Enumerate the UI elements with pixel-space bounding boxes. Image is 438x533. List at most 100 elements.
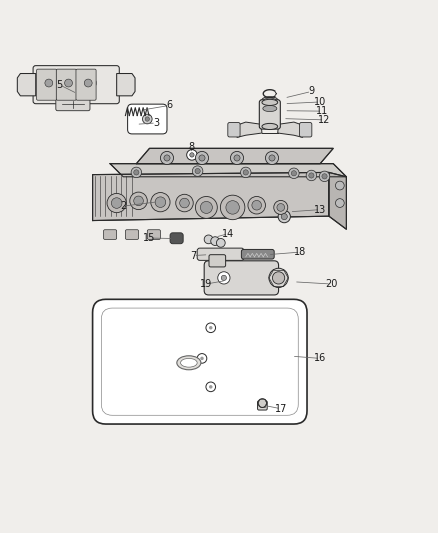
Circle shape — [195, 151, 208, 165]
Polygon shape — [136, 148, 332, 164]
Circle shape — [335, 181, 343, 190]
Circle shape — [204, 235, 212, 244]
Circle shape — [308, 173, 313, 178]
Ellipse shape — [261, 124, 277, 130]
Text: 10: 10 — [313, 97, 325, 107]
FancyBboxPatch shape — [125, 230, 138, 239]
Text: 20: 20 — [324, 279, 336, 289]
Circle shape — [318, 171, 329, 182]
FancyBboxPatch shape — [208, 255, 225, 267]
Text: 19: 19 — [200, 279, 212, 289]
FancyBboxPatch shape — [204, 261, 278, 295]
Circle shape — [221, 275, 226, 280]
Circle shape — [200, 357, 203, 360]
Circle shape — [251, 200, 261, 210]
FancyBboxPatch shape — [33, 66, 119, 104]
Text: 6: 6 — [166, 100, 172, 110]
FancyBboxPatch shape — [170, 233, 183, 244]
Circle shape — [130, 192, 147, 209]
Text: 13: 13 — [313, 205, 325, 215]
Circle shape — [208, 385, 212, 389]
Ellipse shape — [261, 99, 277, 106]
Circle shape — [145, 117, 149, 121]
Text: 2: 2 — [120, 201, 126, 211]
FancyBboxPatch shape — [259, 100, 280, 129]
Polygon shape — [277, 122, 302, 138]
Circle shape — [134, 170, 139, 175]
Circle shape — [131, 167, 141, 177]
Circle shape — [197, 353, 206, 363]
Circle shape — [210, 237, 219, 246]
Circle shape — [230, 151, 243, 165]
Circle shape — [226, 201, 239, 214]
Circle shape — [273, 200, 287, 214]
Circle shape — [155, 197, 165, 207]
Polygon shape — [17, 74, 35, 96]
Circle shape — [205, 323, 215, 333]
Circle shape — [195, 197, 217, 219]
Circle shape — [64, 79, 72, 87]
Circle shape — [321, 174, 326, 179]
Text: 18: 18 — [293, 247, 306, 257]
Circle shape — [281, 214, 287, 220]
Circle shape — [60, 75, 76, 91]
Ellipse shape — [260, 104, 279, 113]
Circle shape — [186, 150, 197, 160]
Circle shape — [265, 151, 278, 165]
Polygon shape — [117, 74, 135, 96]
Circle shape — [84, 79, 92, 87]
Circle shape — [80, 75, 96, 91]
Circle shape — [198, 155, 205, 161]
Circle shape — [189, 153, 194, 157]
FancyBboxPatch shape — [56, 98, 90, 111]
Text: 11: 11 — [315, 106, 328, 116]
Circle shape — [276, 204, 284, 211]
Circle shape — [240, 167, 251, 177]
Circle shape — [217, 272, 230, 284]
Ellipse shape — [177, 356, 201, 370]
Circle shape — [247, 197, 265, 214]
Circle shape — [208, 326, 212, 329]
Circle shape — [290, 171, 296, 176]
Circle shape — [268, 155, 275, 161]
Circle shape — [179, 198, 189, 208]
Circle shape — [272, 272, 284, 284]
Circle shape — [243, 170, 248, 175]
Circle shape — [205, 382, 215, 392]
Text: 9: 9 — [307, 86, 314, 96]
Circle shape — [134, 196, 143, 206]
Circle shape — [160, 151, 173, 165]
Circle shape — [278, 211, 290, 223]
Circle shape — [41, 75, 57, 91]
Circle shape — [142, 114, 152, 124]
Circle shape — [163, 155, 170, 161]
Polygon shape — [110, 164, 346, 177]
Text: 17: 17 — [274, 403, 286, 414]
Circle shape — [175, 195, 193, 212]
Ellipse shape — [180, 358, 197, 367]
Circle shape — [288, 168, 298, 179]
FancyBboxPatch shape — [56, 69, 76, 100]
FancyBboxPatch shape — [76, 69, 96, 100]
Text: 16: 16 — [313, 353, 325, 364]
Text: 5: 5 — [57, 80, 63, 90]
Circle shape — [111, 198, 122, 208]
FancyBboxPatch shape — [227, 123, 240, 137]
Circle shape — [194, 168, 200, 174]
Circle shape — [216, 238, 225, 247]
Circle shape — [192, 166, 202, 176]
FancyBboxPatch shape — [92, 300, 306, 424]
Text: 3: 3 — [152, 118, 159, 128]
Circle shape — [150, 192, 170, 212]
Text: 15: 15 — [143, 233, 155, 243]
Circle shape — [268, 268, 288, 287]
FancyBboxPatch shape — [36, 69, 57, 100]
FancyBboxPatch shape — [241, 249, 274, 259]
Ellipse shape — [263, 98, 276, 103]
FancyBboxPatch shape — [127, 104, 166, 134]
Ellipse shape — [262, 106, 276, 111]
Polygon shape — [237, 122, 261, 138]
Text: 12: 12 — [318, 115, 330, 125]
Circle shape — [45, 79, 53, 87]
FancyBboxPatch shape — [257, 401, 267, 410]
